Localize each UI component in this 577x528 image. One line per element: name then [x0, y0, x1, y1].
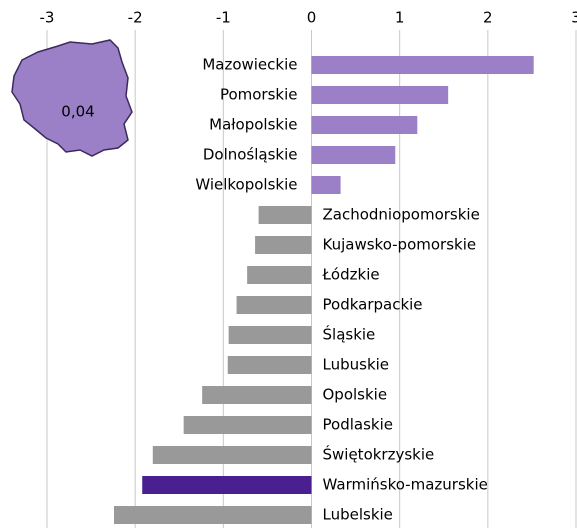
map-of-poland: 0,04	[11, 39, 133, 157]
category-label: Mazowieckie	[202, 56, 297, 74]
x-tick-label: -3	[40, 9, 55, 27]
bar	[228, 326, 312, 344]
bar	[311, 86, 449, 104]
bar	[202, 386, 312, 404]
bar	[311, 176, 341, 194]
category-label: Warmińsko-mazurskie	[323, 476, 488, 494]
bar	[258, 206, 312, 224]
category-label: Podkarpackie	[323, 296, 423, 314]
map-label: 0,04	[61, 103, 94, 121]
bar	[247, 266, 312, 284]
x-tick-label: -2	[128, 9, 143, 27]
category-label: Lubelskie	[323, 506, 393, 524]
category-label: Śląskie	[323, 325, 376, 344]
bar	[255, 236, 312, 254]
x-tick-label: -1	[216, 9, 231, 27]
bar	[227, 356, 312, 374]
map-shape	[11, 39, 133, 157]
x-tick-label: 2	[483, 9, 493, 27]
category-label: Pomorskie	[220, 86, 298, 104]
category-label: Lubuskie	[323, 356, 390, 374]
category-label: Świętokrzyskie	[323, 445, 435, 464]
category-label: Łódzkie	[322, 266, 380, 284]
bar	[152, 446, 312, 464]
bar	[183, 416, 312, 434]
x-tick-label: 3	[571, 9, 577, 27]
bar	[311, 56, 534, 74]
category-label: Wielkopolskie	[195, 176, 297, 194]
category-label: Zachodniopomorskie	[323, 206, 480, 224]
bar	[142, 476, 312, 494]
category-label: Opolskie	[323, 386, 388, 404]
bar	[114, 506, 312, 524]
category-label: Podlaskie	[323, 416, 393, 434]
x-tick-label: 0	[307, 9, 317, 27]
category-label: Kujawsko-pomorskie	[323, 236, 477, 254]
bar	[311, 146, 396, 164]
bar	[311, 116, 418, 134]
category-label: Małopolskie	[209, 116, 297, 134]
bar	[236, 296, 312, 314]
x-tick-label: 1	[395, 9, 405, 27]
category-label: Dolnośląskie	[203, 146, 298, 164]
